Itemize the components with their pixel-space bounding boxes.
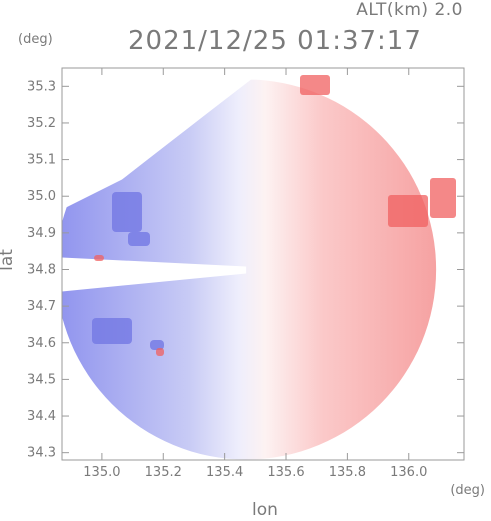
no-echo-sw [62, 388, 132, 460]
y-tick-label-10: 35.3 [27, 79, 56, 94]
y-tick-label-7: 35.0 [27, 189, 56, 204]
y-tick-label-6: 34.9 [27, 226, 56, 241]
approaching-patch-1 [92, 318, 132, 344]
no-echo-nw [62, 68, 267, 210]
approaching-patch-2 [128, 232, 150, 246]
y-tick-label-2: 34.5 [27, 372, 56, 387]
y-tick-label-3: 34.6 [27, 336, 56, 351]
y-tick-label-5: 34.8 [27, 262, 56, 277]
y-axis-unit: (deg) [18, 32, 53, 47]
x-tick-label-5: 136.0 [390, 465, 427, 480]
y-tick-label-8: 35.1 [27, 153, 56, 168]
x-axis-label: lon [252, 500, 278, 520]
approaching-patch-3 [150, 340, 164, 350]
y-tick-label-4: 34.7 [27, 299, 56, 314]
receding-patch-4 [156, 348, 164, 356]
no-echo-wedge [62, 257, 247, 292]
x-tick-label-2: 135.4 [206, 465, 243, 480]
timestamp-title: 2021/12/25 01:37:17 [128, 26, 422, 56]
receding-patch-0 [388, 195, 428, 227]
x-tick-label-4: 135.8 [329, 465, 366, 480]
receding-patch-1 [430, 178, 456, 218]
y-tick-label-0: 34.3 [27, 446, 56, 461]
x-tick-label-0: 135.0 [83, 465, 120, 480]
x-tick-label-1: 135.2 [145, 465, 182, 480]
velocity-field [62, 79, 437, 460]
y-tick-label-1: 34.4 [27, 409, 56, 424]
x-tick-label-3: 135.6 [267, 465, 304, 480]
plot-frame [61, 67, 465, 461]
receding-patch-3 [94, 255, 104, 261]
approaching-patch-0 [112, 192, 142, 232]
altitude-label: ALT(km) 2.0 [356, 0, 463, 20]
x-axis-unit: (deg) [450, 483, 485, 498]
receding-patch-2 [300, 75, 330, 95]
y-tick-label-9: 35.2 [27, 116, 56, 131]
